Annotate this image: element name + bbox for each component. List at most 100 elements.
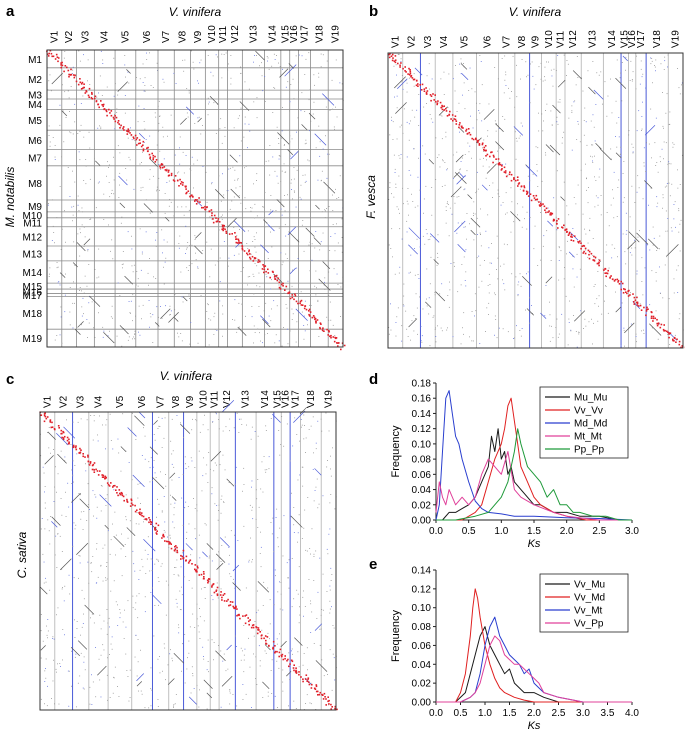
panel-a-noise-dot — [98, 248, 100, 250]
panel-c-diagonal-dot — [310, 687, 313, 689]
panel-b-noise-dot — [512, 55, 514, 57]
panel-a-noise-dot — [156, 306, 158, 308]
panel-b-noise-dot — [559, 101, 561, 103]
panel-a-diagonal-dot — [299, 302, 301, 305]
panel-c-noise-dot — [163, 437, 165, 439]
panel-b-noise-dot — [402, 187, 403, 189]
panel-a-noise-dot — [106, 86, 108, 88]
panel-c-noise-dot — [91, 704, 93, 705]
panel-c-noise-dot — [113, 676, 114, 678]
panel-a-noise-dot — [183, 70, 185, 72]
panel-a-noise-dot — [290, 182, 292, 184]
panel-b-diagonal-dot — [673, 340, 675, 342]
panel-b-diagonal-dot — [425, 93, 428, 95]
panel-c-noise-dot — [326, 466, 328, 468]
panel-a-noise-dot — [174, 154, 176, 156]
panel-c-diagonal-dot — [307, 681, 310, 683]
panel-c-segment — [206, 543, 214, 550]
panel-a-diagonal-dot — [187, 190, 190, 192]
panel-a-noise-dot — [158, 177, 160, 179]
panel-a-segment — [185, 106, 195, 115]
panel-a-noise-dot — [289, 135, 291, 137]
panel-b-noise-dot — [413, 85, 415, 87]
panel-c-noise-dot — [125, 516, 127, 518]
panel-b-noise-dot — [619, 154, 621, 155]
panel-c-diagonal-dot — [134, 510, 137, 513]
panel-a-diagonal-dot — [151, 152, 153, 155]
panel-c-diagonal-dot — [203, 577, 205, 580]
panel-c-noise-dot — [327, 674, 328, 675]
panel-c-noise-dot — [109, 626, 110, 628]
panel-c-noise-dot — [260, 546, 262, 548]
panel-c-diagonal-dot — [102, 476, 105, 478]
panel-b-noise-dot — [469, 67, 471, 69]
panel-b-noise-dot — [449, 289, 451, 291]
panel-a-diagonal-dot — [237, 242, 239, 244]
panel-b-noise-dot — [446, 169, 448, 171]
panel-c-noise-dot — [264, 469, 266, 471]
panel-a-segment — [126, 69, 131, 74]
panel-b-diagonal-dot — [391, 59, 394, 62]
panel-a-noise-dot — [48, 125, 50, 127]
panel-b-noise-dot — [426, 305, 428, 307]
panel-a-col-label: V9 — [193, 30, 204, 43]
panel-b-diagonal-dot — [547, 211, 549, 213]
panel-a-diagonal-dot — [185, 185, 187, 188]
panel-c-noise-dot — [187, 657, 188, 659]
panel-a-noise-dot — [159, 150, 161, 152]
panel-a-diagonal-dot — [231, 233, 233, 235]
panel-c-noise-dot — [132, 412, 133, 414]
panel-b-diagonal-dot — [394, 61, 397, 64]
panel-a-noise-dot — [242, 226, 244, 227]
panel-b-segment — [632, 301, 641, 309]
panel-a-col-label: V15 — [280, 25, 291, 43]
panel-b-col-label: V7 — [502, 35, 513, 48]
panel-b-noise-dot — [552, 85, 554, 87]
panel-c-noise-dot — [262, 697, 264, 698]
panel-a-noise-dot — [221, 53, 223, 55]
panel-c-noise-dot — [124, 609, 125, 611]
panel-b-noise-dot — [453, 177, 454, 179]
panel-b-noise-dot — [504, 55, 506, 57]
panel-b-noise-dot — [479, 343, 481, 344]
panel-c-noise-dot — [107, 622, 109, 624]
panel-c-noise-dot — [328, 430, 330, 432]
panel-b-noise-dot — [389, 187, 391, 188]
panel-c-noise-dot — [156, 516, 157, 518]
panel-a-diagonal-dot — [185, 188, 187, 190]
panel-a-diagonal-dot — [194, 200, 196, 202]
panel-a-noise-dot — [184, 59, 186, 61]
panel-c-noise-dot — [321, 609, 323, 610]
panel-b-noise-dot — [577, 184, 579, 186]
panel-b-noise-dot — [426, 233, 428, 235]
panel-a-row-label: M7 — [28, 154, 42, 165]
panel-b-noise-dot — [549, 340, 551, 342]
panel-b-col-label: V15 — [620, 30, 631, 48]
panel-c-noise-dot — [257, 435, 259, 437]
panel-a-row-label: M15 — [23, 282, 43, 293]
panel-a-noise-dot — [60, 316, 62, 318]
panel-c-noise-dot — [251, 707, 252, 708]
panel-c-noise-dot — [240, 659, 242, 661]
panel-b-noise-dot — [664, 264, 666, 266]
panel-c-noise-dot — [72, 421, 74, 423]
panel-a-noise-dot — [99, 125, 100, 127]
panel-a-noise-dot — [244, 167, 245, 169]
panel-b-noise-dot — [617, 256, 618, 258]
panel-a-noise-dot — [67, 90, 69, 92]
panel-a-diagonal-dot — [319, 326, 321, 329]
panel-b-noise-dot — [447, 201, 448, 203]
panel-c-noise-dot — [214, 462, 216, 464]
panel-b-synteny-diagonal — [388, 53, 685, 349]
panel-c-noise-dot — [257, 590, 258, 592]
panel-c-diagonal-dot — [176, 549, 178, 552]
panel-b-diagonal-dot — [500, 169, 503, 171]
panel-b-noise-dot — [391, 193, 392, 195]
panel-b-noise-dot — [459, 168, 461, 170]
panel-b-noise-dot — [593, 322, 594, 324]
panel-b-noise-dot — [537, 186, 539, 187]
panel-c-noise-dot — [117, 625, 119, 626]
panel-b-noise-dot — [488, 247, 490, 249]
panel-c-noise-dot — [129, 669, 131, 671]
panel-b-noise-dot — [641, 76, 643, 78]
